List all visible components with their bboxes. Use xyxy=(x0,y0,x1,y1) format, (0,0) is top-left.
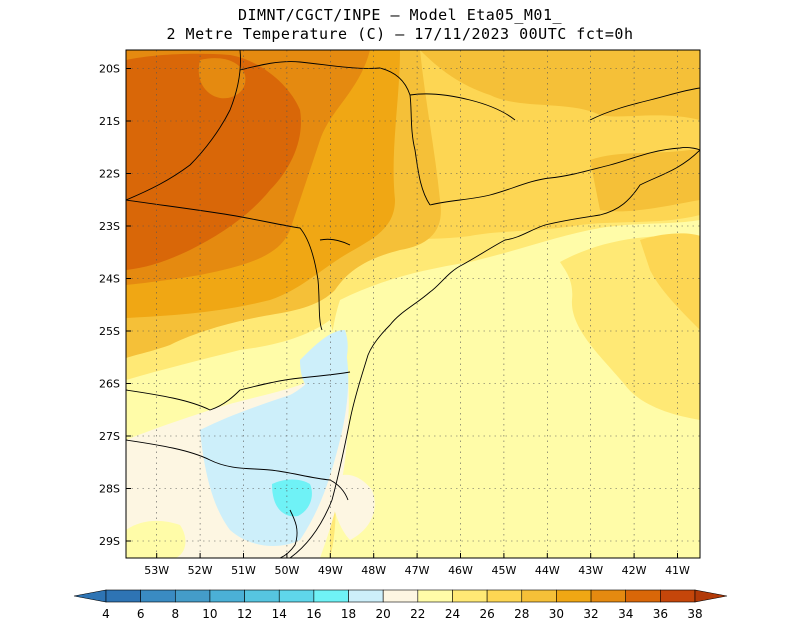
grid-lines xyxy=(126,50,700,558)
colorbar-label: 12 xyxy=(237,607,252,618)
colorbar-segment xyxy=(105,589,141,603)
lon-label: 43W xyxy=(578,564,603,577)
lon-label: 53W xyxy=(144,564,169,577)
lon-label: 49W xyxy=(318,564,343,577)
lon-label: 42W xyxy=(622,564,647,577)
lat-label: 27S xyxy=(99,430,120,443)
colorbar-segment xyxy=(590,589,627,603)
lon-label: 50W xyxy=(274,564,299,577)
colorbar-segment xyxy=(348,589,384,603)
colorbar-label: 20 xyxy=(376,607,391,618)
colorbar-label: 30 xyxy=(549,607,564,618)
lon-label: 46W xyxy=(448,564,473,577)
lon-label: 48W xyxy=(361,564,386,577)
map-frame xyxy=(125,49,701,559)
colorbar-segment xyxy=(556,589,592,603)
colorbar-label: 28 xyxy=(514,607,529,618)
lat-label: 22S xyxy=(99,168,120,181)
lon-label: 51W xyxy=(231,564,256,577)
lon-label: 47W xyxy=(405,564,430,577)
lon-label: 45W xyxy=(491,564,516,577)
coastline-borders xyxy=(126,50,700,558)
lat-label: 24S xyxy=(99,273,120,286)
lat-label: 28S xyxy=(99,483,120,496)
colorbar-segment xyxy=(209,589,245,603)
colorbar-label: 18 xyxy=(341,607,356,618)
lat-label: 23S xyxy=(99,220,120,233)
colorbar-segment xyxy=(452,589,488,603)
colorbar-label: 24 xyxy=(445,607,460,618)
colorbar-segment xyxy=(313,589,349,603)
lon-label: 41W xyxy=(665,564,690,577)
colorbar-label: 14 xyxy=(272,607,287,618)
lat-label: 29S xyxy=(99,535,120,548)
colorbar-label: 16 xyxy=(306,607,321,618)
colorbar-label: 38 xyxy=(687,607,702,618)
colorbar-segment xyxy=(140,589,176,603)
colorbar-segment xyxy=(174,589,211,603)
lon-label: 44W xyxy=(535,564,560,577)
colorbar-label: 36 xyxy=(653,607,668,618)
colorbar-segment xyxy=(521,589,557,603)
colorbar-label: 26 xyxy=(479,607,494,618)
colorbar-label: 10 xyxy=(202,607,217,618)
colorbar-high-arrow xyxy=(694,589,728,603)
colorbar: 4 6 8 10 12 14 16 18 20 22 24 26 28 30 32 34 36 38 xyxy=(73,589,728,618)
lat-label: 26S xyxy=(99,378,120,391)
colorbar-segment xyxy=(382,589,419,603)
map-title-line2: 2 Metre Temperature (C) – 17/11/2023 00U… xyxy=(166,25,634,43)
colorbar-label: 34 xyxy=(618,607,633,618)
colorbar-segment xyxy=(244,589,280,603)
colorbar-segment xyxy=(417,589,453,603)
colorbar-segment xyxy=(278,589,315,603)
colorbar-label: 22 xyxy=(410,607,425,618)
colorbar-label: 6 xyxy=(137,607,145,618)
colorbar-segment xyxy=(486,589,523,603)
lat-label: 21S xyxy=(99,115,120,128)
colorbar-segment xyxy=(660,589,696,603)
temperature-field xyxy=(126,50,700,558)
lat-label: 20S xyxy=(99,63,120,76)
colorbar-label: 8 xyxy=(171,607,179,618)
colorbar-segment xyxy=(625,589,661,603)
colorbar-low-arrow xyxy=(73,589,107,603)
lat-label: 25S xyxy=(99,325,120,338)
colorbar-label: 4 xyxy=(102,607,110,618)
colorbar-label: 32 xyxy=(583,607,598,618)
map-title-line1: DIMNT/CGCT/INPE – Model Eta05_M01_ xyxy=(237,6,563,24)
lon-label: 52W xyxy=(188,564,213,577)
